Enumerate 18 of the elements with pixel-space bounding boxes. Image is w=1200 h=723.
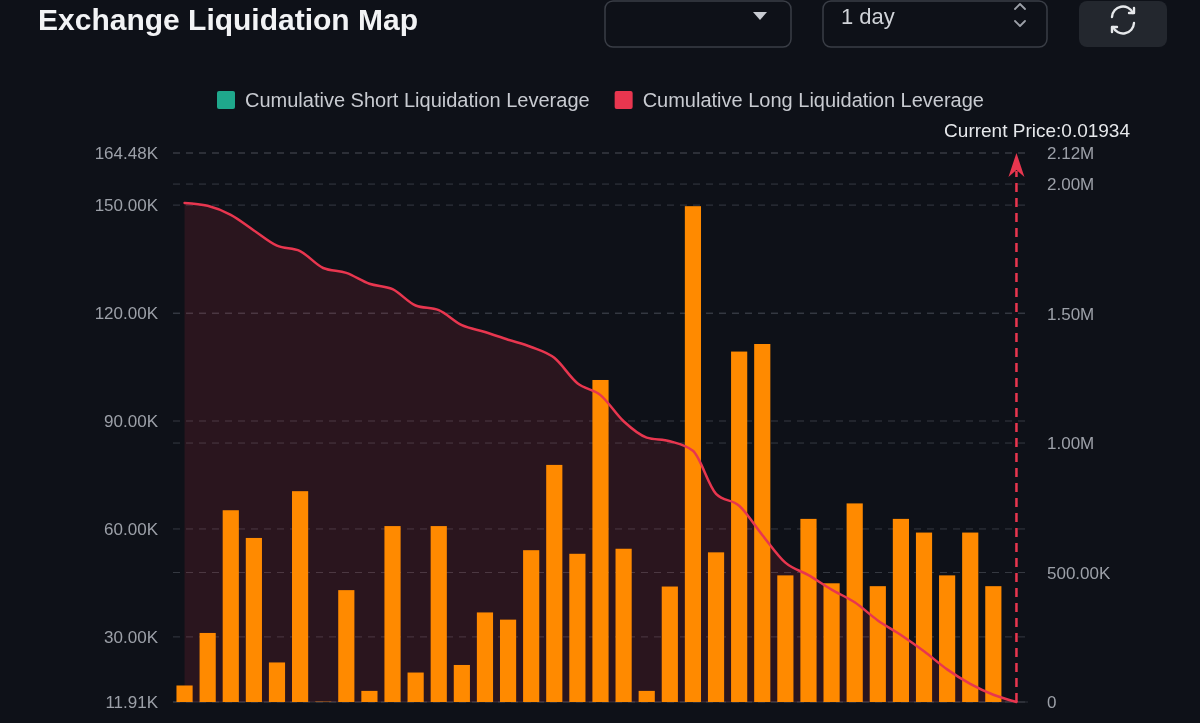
legend-label: Cumulative Short Liquidation Leverage [245,89,590,111]
y-tick-label: 60.00K [104,519,159,539]
y2-tick-label: 2.12M [1047,144,1095,163]
y-tick-label: 120.00K [94,304,159,324]
y2-tick-label: 1.00M [1047,434,1095,454]
y-tick-label: 11.91K [105,693,159,712]
legend-label: Cumulative Long Liquidation Leverage [642,89,985,111]
y2-tick-label: 2.00M [1047,175,1095,195]
chart-title: Exchange Liquidation Map [38,3,419,36]
y-tick-label: 150.00K [94,196,159,216]
y2-tick-label: 0 [1047,693,1057,712]
text: Current Price:0.01934 [944,120,1131,141]
y-tick-label: 164.48K [94,144,159,163]
y-tick-label: 90.00K [104,412,159,431]
y2-tick-label: 1.50M [1047,304,1095,324]
select-field: 1 day [822,0,1048,48]
y2-tick-label: 500.00K [1047,563,1111,583]
y-tick-label: 30.00K [104,627,159,647]
